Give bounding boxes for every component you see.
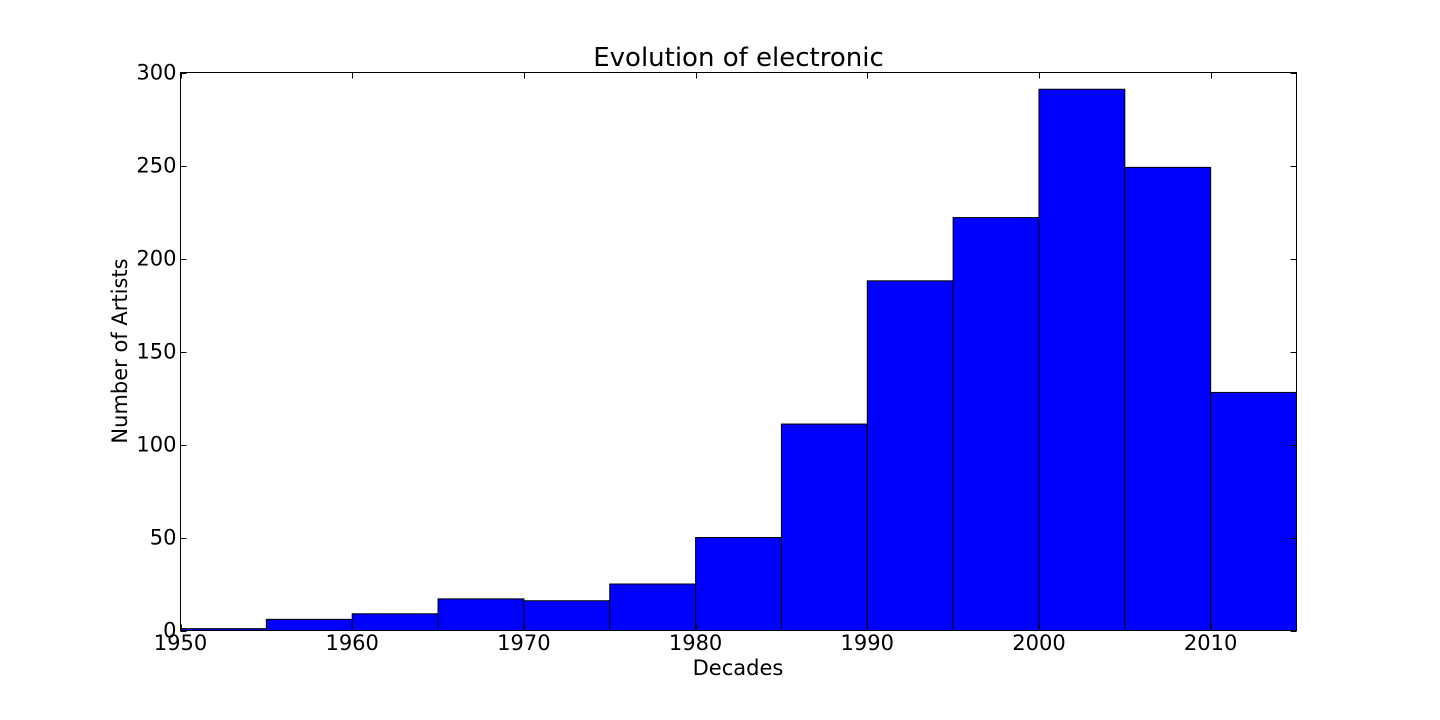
histogram-bar-1955 xyxy=(265,618,353,632)
plot-frame xyxy=(180,72,1297,631)
bars-layer xyxy=(180,88,1297,632)
y-tick-label: 100 xyxy=(136,433,176,457)
y-tick-label: 300 xyxy=(136,61,176,85)
x-axis-label: Decades xyxy=(693,656,784,680)
histogram-bar-2005 xyxy=(1124,166,1212,632)
histogram-bar-1990 xyxy=(866,280,954,631)
histogram-bar-1975 xyxy=(609,583,697,631)
tick-labels-layer: 1950 1960 1970 1980 1990 2000 2010 0 50 100 150 200… xyxy=(136,61,1237,656)
histogram-bar-2010 xyxy=(1210,391,1297,632)
y-tick-label: 50 xyxy=(150,526,177,550)
x-tick-label: 1980 xyxy=(669,631,722,655)
y-tick-label: 250 xyxy=(136,154,176,178)
x-tick-label: 2000 xyxy=(1012,631,1065,655)
histogram-bar-2000 xyxy=(1038,88,1126,632)
x-tick-label: 1990 xyxy=(841,631,894,655)
x-tick-label: 1970 xyxy=(497,631,550,655)
histogram-bar-1985 xyxy=(780,423,868,632)
y-tick-label: 150 xyxy=(136,340,176,364)
histogram-bar-1970 xyxy=(523,600,611,631)
histogram-bar-1960 xyxy=(351,613,439,632)
histogram-bar-1995 xyxy=(952,217,1040,632)
histogram-bar-1980 xyxy=(695,537,782,631)
x-tick-label: 2010 xyxy=(1184,631,1237,655)
y-tick-label: 0 xyxy=(163,619,176,643)
y-tick-label: 200 xyxy=(136,247,176,271)
chart-title: Evolution of electronic xyxy=(593,43,884,73)
x-tick-label: 1960 xyxy=(325,631,378,655)
x-tick-label: 1950 xyxy=(154,631,207,655)
ticks-layer xyxy=(180,72,1297,632)
y-axis-label: Number of Artists xyxy=(108,258,132,443)
histogram-bar-1965 xyxy=(437,598,525,632)
